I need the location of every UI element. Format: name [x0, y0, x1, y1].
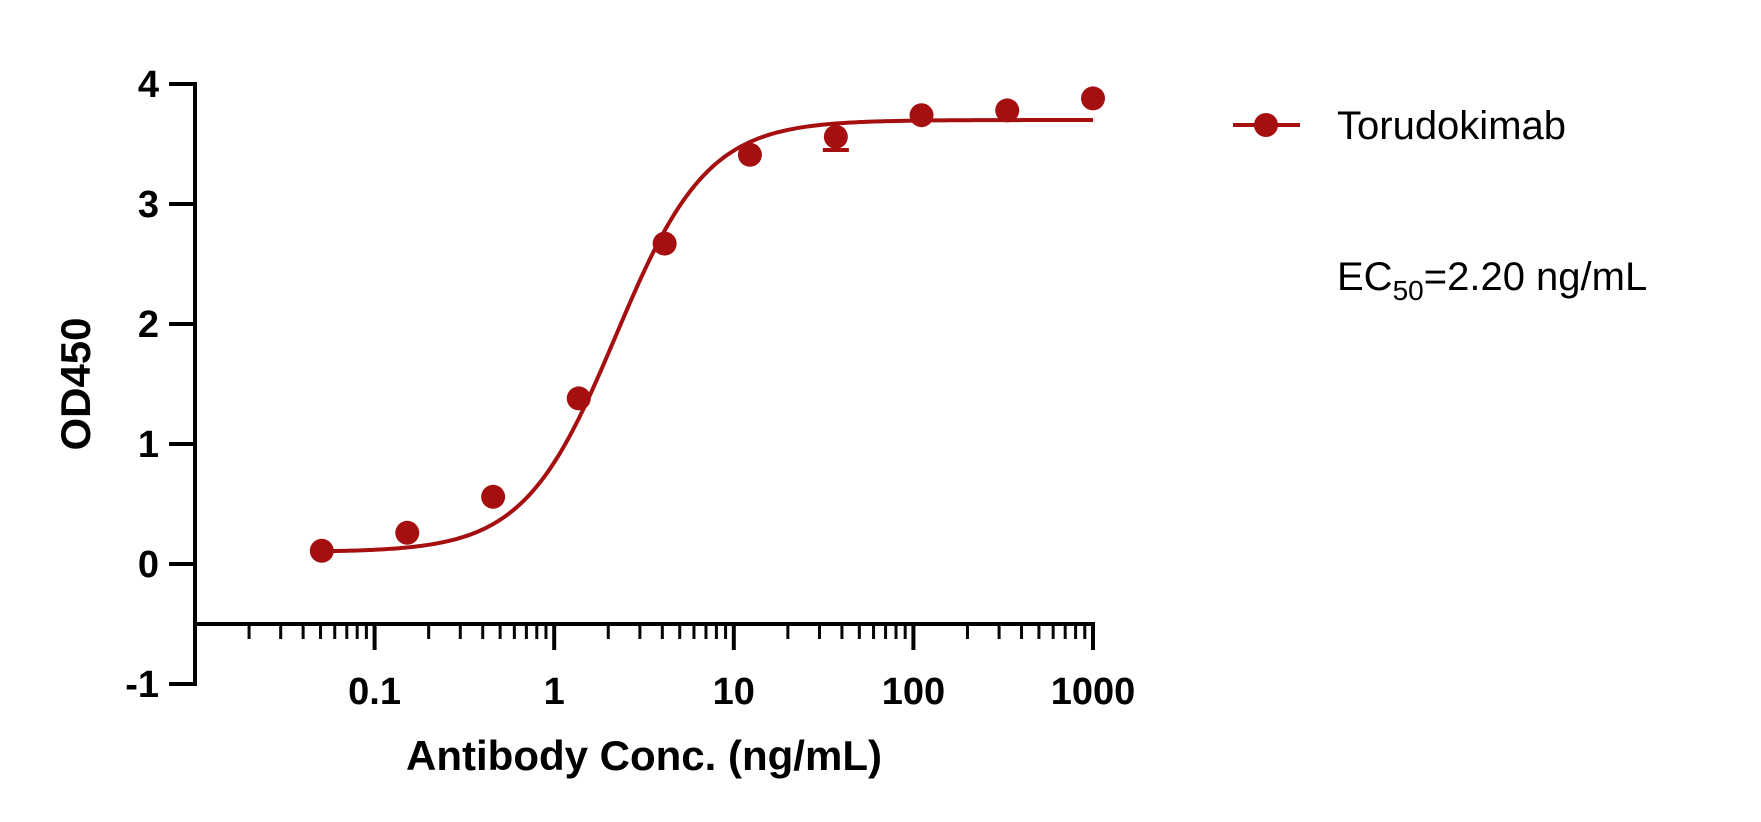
y-axis-title: OD450	[52, 317, 99, 450]
data-point	[995, 98, 1020, 123]
data-point	[737, 142, 762, 167]
y-tick-label: 3	[138, 184, 159, 226]
legend-label: Torudokimab	[1337, 104, 1566, 148]
y-tick-label: 4	[138, 64, 159, 106]
x-axis-title: Antibody Conc. (ng/mL)	[406, 732, 882, 779]
x-tick-label: 1	[544, 671, 565, 713]
x-tick-label: 0.1	[348, 671, 401, 713]
ec50-prefix: EC	[1337, 255, 1393, 299]
ec50-annotation: EC50=2.20 ng/mL	[1337, 255, 1647, 306]
data-point	[1081, 86, 1105, 111]
y-tick-label: -1	[125, 664, 159, 706]
data-point	[481, 484, 506, 509]
x-tick-label: 1000	[1051, 671, 1136, 713]
data-point	[652, 231, 677, 256]
fit-curve	[321, 118, 1093, 554]
y-tick-label: 1	[138, 424, 159, 466]
data-point	[566, 386, 591, 411]
data-point	[309, 538, 334, 563]
ec50-suffix: =2.20 ng/mL	[1424, 255, 1648, 299]
y-tick-label: 0	[138, 544, 159, 586]
legend-marker	[1254, 113, 1278, 137]
x-tick-label: 10	[713, 671, 755, 713]
axes: -1 0 1 2 3 4 0.1 1 10 100 1000 Antibody Conc. (ng/m…	[52, 64, 1135, 779]
data-points-layer	[309, 86, 1105, 563]
y-tick-label: 2	[138, 304, 159, 346]
data-point	[823, 124, 848, 149]
data-point	[909, 103, 934, 128]
data-point	[395, 520, 420, 545]
x-tick-label: 100	[882, 671, 945, 713]
ec50-subscript: 50	[1393, 275, 1424, 306]
legend: Torudokimab	[1233, 104, 1566, 148]
fit-curve-layer	[321, 118, 1093, 554]
